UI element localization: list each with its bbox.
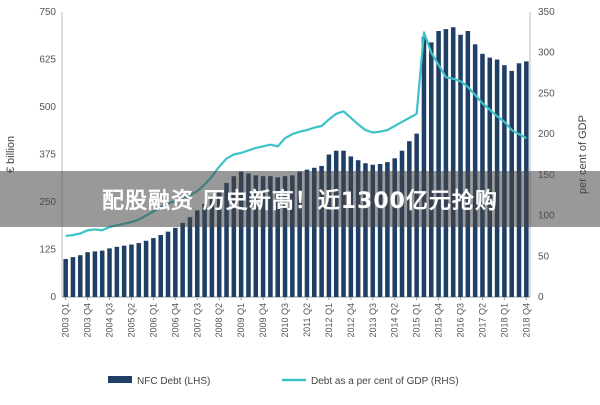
legend-label-gdp: Debt as a per cent of GDP (RHS) xyxy=(311,376,459,387)
promo-banner[interactable]: 配股融资 历史新高！近1300亿元抢购 xyxy=(0,171,600,227)
legend-label-debt: NFC Debt (LHS) xyxy=(137,376,210,387)
left-tick-label: 375 xyxy=(39,150,56,161)
right-tick-label: 350 xyxy=(538,7,555,18)
debt-bar xyxy=(216,190,222,297)
debt-bar xyxy=(297,171,302,297)
x-tick-label: 2006 Q1 xyxy=(148,303,158,338)
x-tick-label: 2013 Q3 xyxy=(368,303,378,338)
debt-bar xyxy=(92,251,98,297)
x-tick-label: 2017 Q2 xyxy=(477,303,487,338)
left-tick-label: 750 xyxy=(39,7,56,18)
debt-bar xyxy=(151,238,156,297)
debt-bar xyxy=(392,158,397,297)
right-tick-label: 0 xyxy=(538,292,544,303)
x-tick-label: 2007 Q3 xyxy=(192,303,202,338)
x-tick-label: 2015 Q1 xyxy=(412,303,422,338)
debt-bar xyxy=(85,252,90,297)
right-tick-label: 250 xyxy=(538,88,555,99)
debt-bar xyxy=(78,255,83,297)
debt-bar xyxy=(319,165,324,297)
x-tick-label: 2018 Q1 xyxy=(499,303,509,338)
left-tick-label: 625 xyxy=(39,55,56,66)
debt-bar xyxy=(268,176,273,297)
debt-bar xyxy=(187,217,193,297)
x-tick-label: 2004 Q3 xyxy=(105,303,115,338)
debt-bar xyxy=(429,42,434,298)
debt-bar xyxy=(70,257,76,297)
debt-bar xyxy=(129,244,134,297)
debt-bar xyxy=(260,176,266,297)
debt-bar xyxy=(180,222,185,297)
debt-bar xyxy=(202,203,207,297)
x-tick-label: 2006 Q4 xyxy=(170,303,180,338)
right-tick-label: 300 xyxy=(538,48,555,59)
debt-bar xyxy=(99,250,105,297)
debt-bar xyxy=(231,176,237,297)
debt-bar xyxy=(158,235,163,297)
debt-bar xyxy=(121,245,127,297)
legend: NFC Debt (LHS) Debt as a per cent of GDP … xyxy=(108,376,459,387)
x-tick-label: 2009 Q1 xyxy=(236,303,246,338)
debt-bar xyxy=(63,259,68,297)
debt-bar xyxy=(377,164,383,297)
debt-bar xyxy=(253,175,259,297)
x-tick-label: 2005 Q2 xyxy=(126,303,136,338)
debt-bar xyxy=(246,173,251,297)
bars-layer xyxy=(63,27,529,298)
x-tick-label: 2012 Q4 xyxy=(346,303,356,338)
debt-bar xyxy=(458,34,463,298)
left-tick-label: 0 xyxy=(50,292,56,303)
x-tick-label: 2018 Q4 xyxy=(521,303,531,338)
debt-bar xyxy=(282,176,288,297)
debt-bar xyxy=(472,44,478,297)
debt-bar xyxy=(290,175,295,297)
right-tick-label: 50 xyxy=(538,251,550,262)
x-tick-label: 2014 Q2 xyxy=(390,303,400,338)
debt-bar xyxy=(173,227,178,297)
x-tick-label: 2016 Q3 xyxy=(456,303,466,338)
x-tick-label: 2015 Q4 xyxy=(434,303,444,338)
left-tick-label: 125 xyxy=(39,245,56,256)
debt-bar xyxy=(238,171,244,297)
debt-bar xyxy=(209,197,215,297)
x-tick-label: 2003 Q4 xyxy=(83,303,93,338)
debt-bar xyxy=(450,27,456,297)
debt-bar xyxy=(355,160,361,297)
debt-bar xyxy=(443,29,449,297)
debt-bar xyxy=(165,231,171,297)
left-tick-label: 500 xyxy=(39,102,56,113)
debt-bar xyxy=(195,210,200,297)
debt-bar xyxy=(136,243,142,297)
debt-bar xyxy=(363,163,368,297)
x-tick-label: 2008 Q2 xyxy=(214,303,224,338)
x-tick-label: 2010 Q3 xyxy=(280,303,290,338)
debt-bar xyxy=(436,31,441,297)
debt-bar xyxy=(421,36,427,297)
debt-bar xyxy=(114,246,120,297)
debt-bar xyxy=(107,248,112,297)
debt-bar xyxy=(370,164,376,297)
x-tick-label: 2011 Q2 xyxy=(302,303,312,337)
legend-swatch-debt xyxy=(108,376,132,383)
debt-bar xyxy=(312,167,317,297)
x-tick-label: 2003 Q1 xyxy=(61,303,71,338)
debt-bar xyxy=(275,177,280,297)
debt-bar xyxy=(385,162,390,297)
left-axis-title: € billion xyxy=(5,136,17,173)
debt-bar xyxy=(143,240,149,297)
x-tick-label: 2009 Q4 xyxy=(258,303,268,338)
debt-bar xyxy=(224,183,229,297)
debt-bar xyxy=(304,169,310,297)
x-tick-label: 2012 Q1 xyxy=(324,303,334,338)
right-tick-label: 200 xyxy=(538,129,555,140)
promo-banner-text: 配股融资 历史新高！近1300亿元抢购 xyxy=(102,189,498,214)
debt-bar xyxy=(465,31,471,297)
